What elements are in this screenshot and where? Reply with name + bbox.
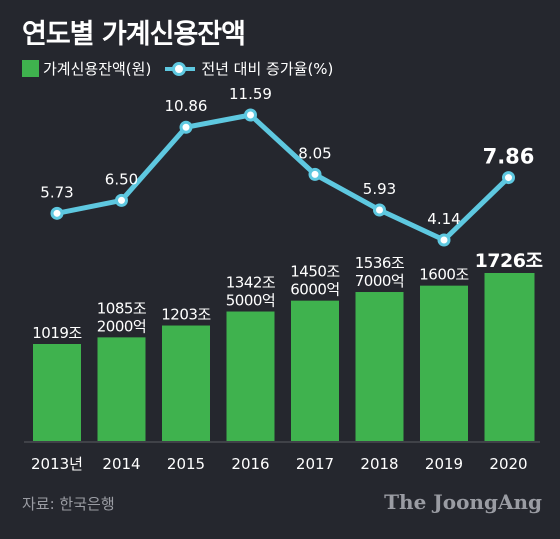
legend-line-label: 전년 대비 증가율(%) (201, 60, 334, 78)
x-tick-label: 2019 (425, 455, 463, 473)
growth-rate-point (437, 233, 451, 247)
bar-value-label: 1085조 (97, 299, 147, 317)
x-tick-label: 2014 (102, 455, 140, 473)
x-tick-label: 2020 (489, 455, 527, 473)
brand-logo: The JoongAng (384, 490, 542, 514)
x-tick-label: 2016 (231, 455, 269, 473)
bar (420, 285, 468, 441)
bar-value-label: 2000억 (97, 317, 146, 335)
x-tick-label: 2018 (360, 455, 398, 473)
chart-title: 연도별 가계신용잔액 (22, 19, 246, 50)
legend-bar-swatch (22, 60, 39, 77)
growth-rate-label: 8.05 (298, 144, 331, 162)
bar-value-label: 5000억 (226, 292, 275, 310)
bar-value-label: 1019조 (32, 324, 82, 342)
bar (291, 300, 339, 441)
bar-value-label: 1342조 (226, 274, 276, 292)
bar (33, 344, 81, 441)
bar-value-label: 1536조 (355, 254, 405, 272)
growth-rate-label: 6.50 (105, 170, 138, 188)
bar-value-label: 1600조 (419, 266, 469, 284)
growth-rate-label: 11.59 (229, 85, 272, 103)
bar (484, 273, 535, 441)
growth-rate-label: 5.93 (363, 180, 396, 198)
bar-value-label: 1450조 (290, 263, 340, 281)
growth-rate-label: 5.73 (40, 183, 73, 201)
bar (355, 292, 404, 441)
growth-rate-line (56, 112, 511, 243)
bar-value-label: 1726조 (475, 250, 543, 272)
bar (162, 325, 210, 441)
growth-rate-point (373, 203, 386, 217)
bar-value-label: 6000억 (290, 281, 339, 299)
legend: 가계신용잔액(원) 전년 대비 증가율(%) (22, 58, 333, 79)
growth-rate-label: 10.86 (165, 97, 208, 115)
growth-rate-point (115, 193, 128, 207)
x-tick-label: 2013년 (31, 455, 83, 473)
growth-rate-point (244, 108, 257, 122)
x-tick-label: 2015 (167, 455, 205, 473)
legend-line-swatch (165, 61, 196, 76)
bar (226, 311, 275, 441)
source-note: 자료: 한국은행 (22, 495, 115, 513)
growth-rate-label: 7.86 (483, 145, 535, 169)
growth-rate-point (308, 167, 322, 181)
x-tick-label: 2017 (296, 455, 334, 473)
growth-rate-point (179, 120, 193, 134)
bar-value-label: 7000억 (355, 272, 404, 290)
bar-value-label: 1203조 (161, 306, 211, 324)
growth-rate-point (50, 206, 64, 220)
legend-bar-label: 가계신용잔액(원) (43, 60, 152, 78)
growth-rate-label: 4.14 (427, 210, 460, 228)
bar (97, 337, 146, 441)
growth-rate-point (502, 171, 515, 185)
